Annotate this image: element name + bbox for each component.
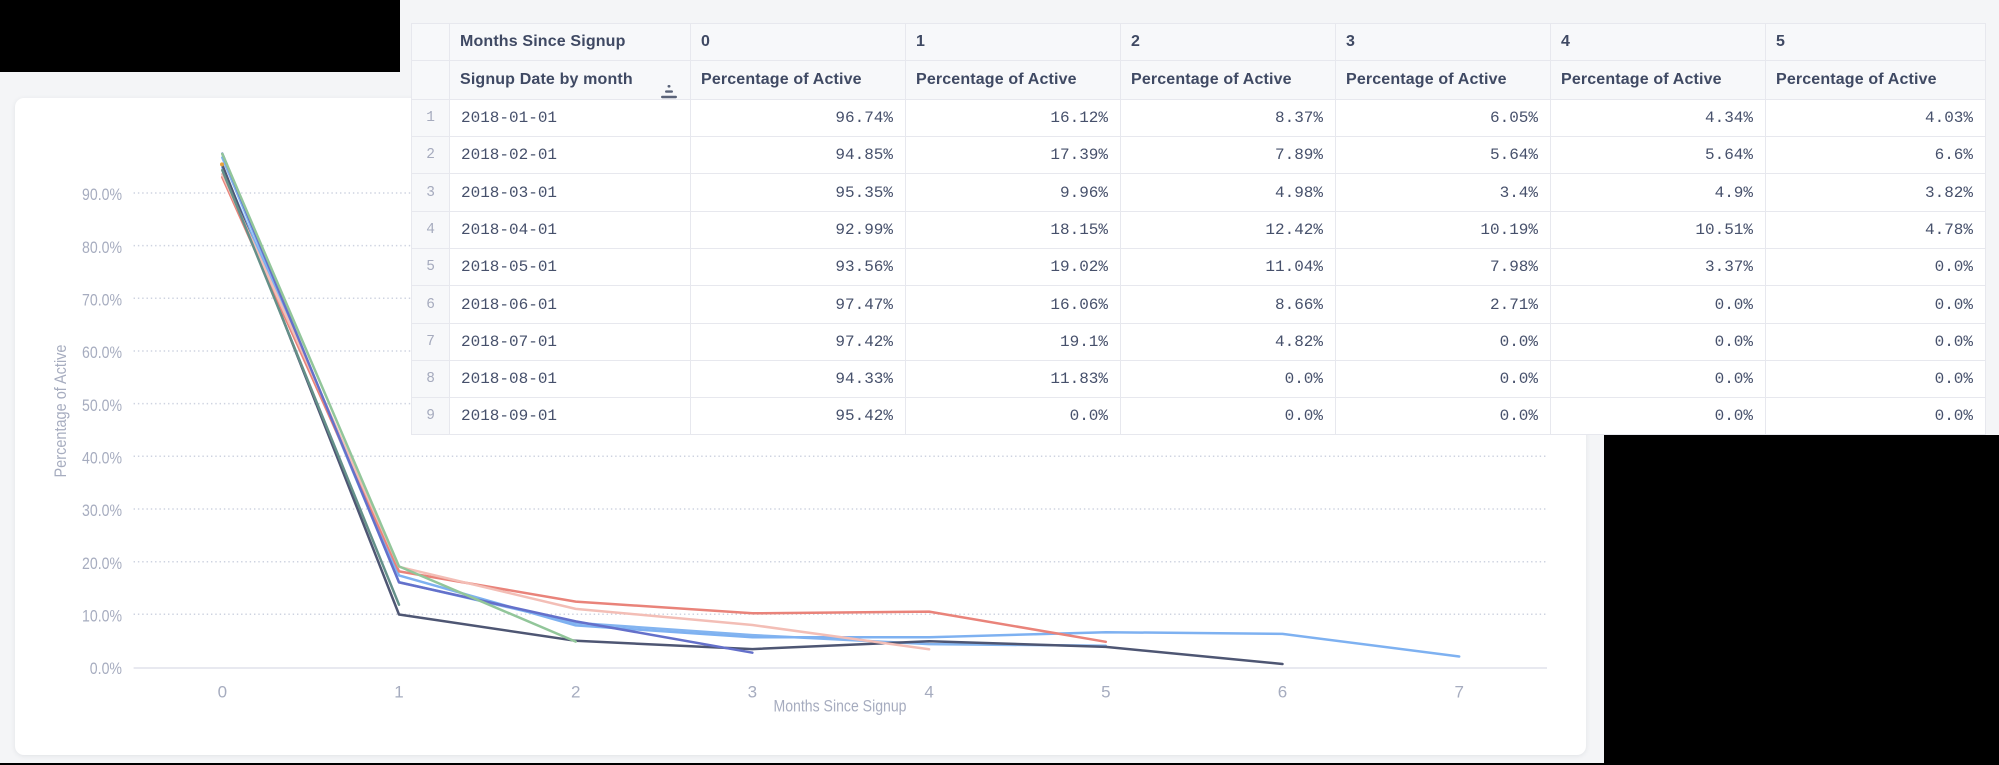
svg-text:7: 7 — [1454, 683, 1463, 702]
svg-text:20.0%: 20.0% — [82, 554, 122, 573]
svg-text:40.0%: 40.0% — [82, 449, 122, 468]
svg-text:0: 0 — [218, 683, 227, 702]
svg-text:5: 5 — [1101, 683, 1110, 702]
svg-text:90.0%: 90.0% — [82, 185, 122, 204]
svg-text:6: 6 — [1278, 683, 1287, 702]
svg-text:0.0%: 0.0% — [90, 659, 122, 678]
svg-text:3: 3 — [748, 683, 757, 702]
svg-text:4: 4 — [924, 683, 933, 702]
svg-text:Months Since Signup: Months Since Signup — [774, 697, 907, 716]
svg-text:70.0%: 70.0% — [82, 291, 122, 310]
svg-text:80.0%: 80.0% — [82, 238, 122, 257]
svg-text:30.0%: 30.0% — [82, 501, 122, 520]
svg-text:10.0%: 10.0% — [82, 607, 122, 626]
svg-text:1: 1 — [394, 683, 403, 702]
svg-text:50.0%: 50.0% — [82, 396, 122, 415]
svg-text:60.0%: 60.0% — [82, 343, 122, 362]
svg-text:Percentage of Active: Percentage of Active — [51, 345, 70, 478]
svg-text:2: 2 — [571, 683, 580, 702]
